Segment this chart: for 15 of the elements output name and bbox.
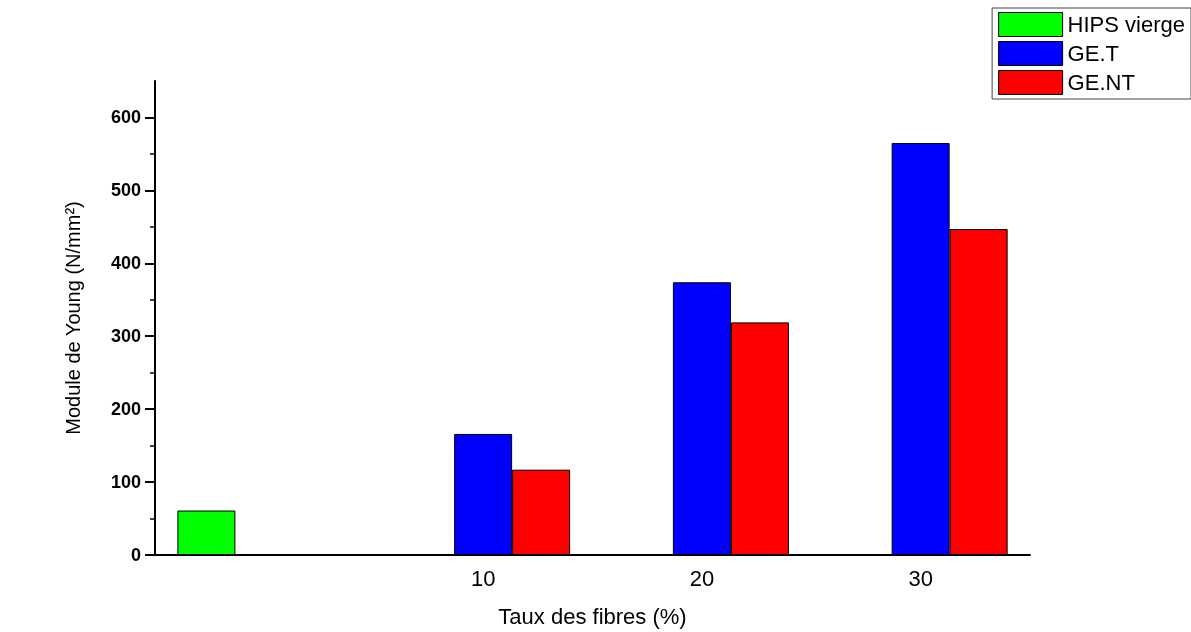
legend-label: GE.NT (1067, 70, 1135, 95)
x-tick-label: 20 (689, 565, 715, 591)
y-axis-title: Module de Young (N/mm²) (62, 201, 84, 435)
y-tick-label: 200 (110, 399, 141, 420)
y-tick-label: 600 (110, 107, 141, 128)
y-tick-label: 100 (110, 472, 141, 493)
y-tick-label: 400 (110, 253, 141, 274)
y-tick-label: 500 (110, 180, 141, 201)
y-tick-label: 300 (110, 326, 141, 347)
x-tick-label: 30 (908, 565, 933, 591)
x-axis-title: Taux des fibres (%) (498, 603, 687, 629)
legend-label: HIPS vierge (1067, 12, 1186, 37)
x-tick-label: 10 (470, 565, 496, 591)
legend-label: GE.T (1067, 41, 1119, 66)
y-tick-label: 0 (130, 545, 141, 565)
